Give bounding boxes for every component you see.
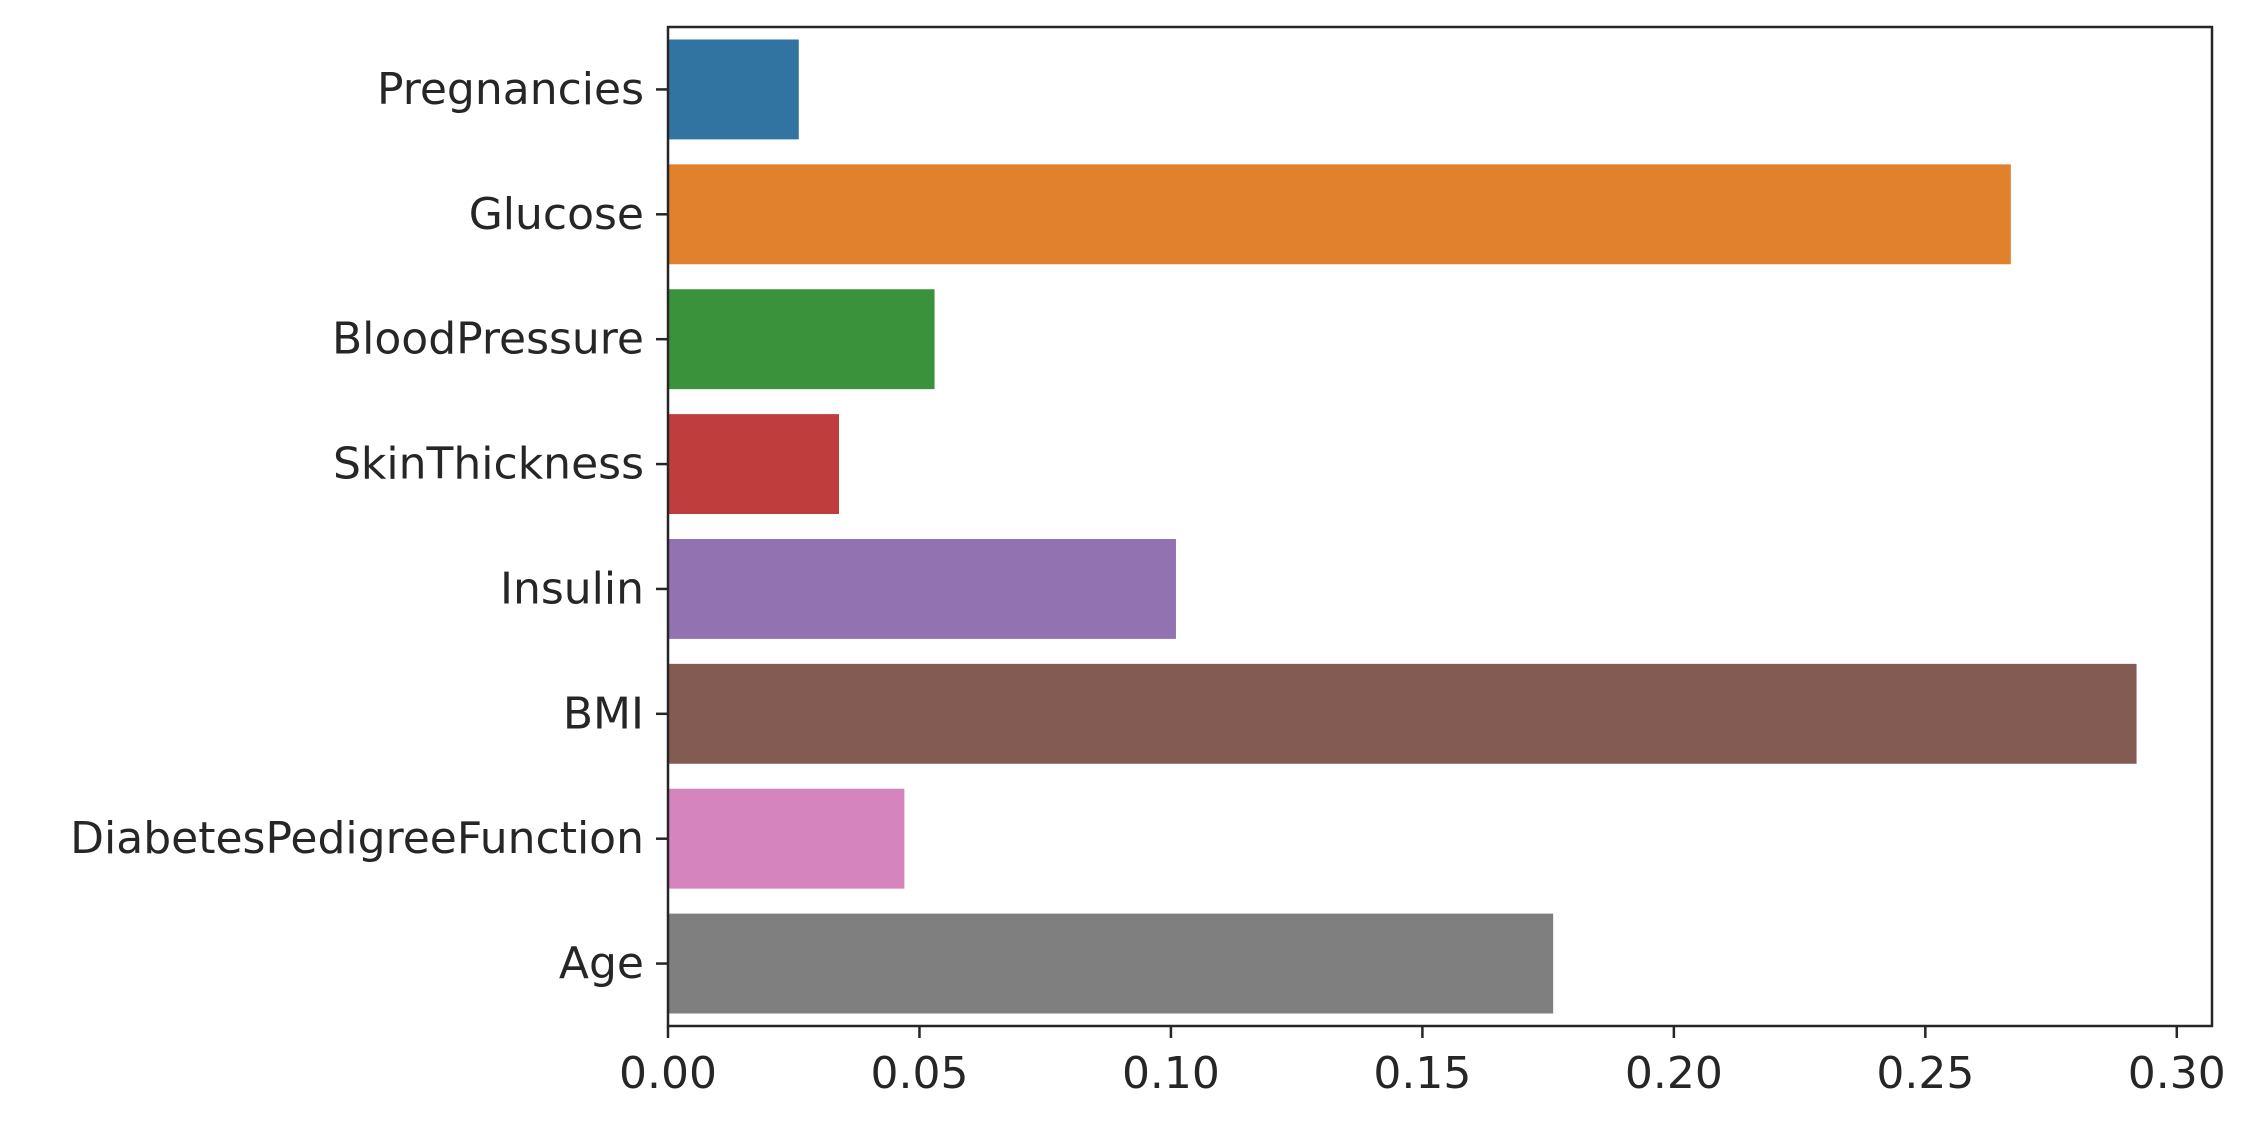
bar-glucose: [668, 164, 2011, 265]
bar-age: [668, 913, 1554, 1014]
x-tick-label: 0.30: [2128, 1048, 2226, 1099]
y-axis-ticks: Pregnancies Glucose BloodPressure SkinThick…: [70, 64, 668, 989]
y-tick-label: BMI: [563, 688, 644, 739]
y-tick-label: Glucose: [469, 189, 644, 240]
y-tick-label: SkinThickness: [333, 439, 644, 490]
bar-blood-pressure: [668, 289, 935, 390]
y-tick-label: Age: [559, 938, 644, 989]
x-tick-label: 0.15: [1373, 1048, 1471, 1099]
y-tick-label: Insulin: [500, 563, 644, 614]
bar-skin-thickness: [668, 414, 839, 515]
bar-insulin: [668, 538, 1176, 639]
y-tick-label: DiabetesPedigreeFunction: [70, 813, 644, 864]
y-tick-label: Pregnancies: [377, 64, 644, 115]
x-tick-label: 0.20: [1625, 1048, 1723, 1099]
x-tick-label: 0.25: [1876, 1048, 1974, 1099]
y-tick-label: BloodPressure: [332, 314, 644, 365]
x-tick-label: 0.00: [619, 1048, 717, 1099]
x-tick-label: 0.05: [870, 1048, 968, 1099]
x-axis-ticks: 0.00 0.05 0.10 0.15 0.20 0.25 0.30: [619, 1026, 2226, 1099]
bars-group: [668, 39, 2137, 1014]
x-tick-label: 0.10: [1122, 1048, 1220, 1099]
plot-frame: [666, 25, 2214, 1028]
bar-diabetes-pedigree-function: [668, 788, 905, 889]
bar-pregnancies: [668, 39, 799, 140]
bar-bmi: [668, 663, 2137, 764]
